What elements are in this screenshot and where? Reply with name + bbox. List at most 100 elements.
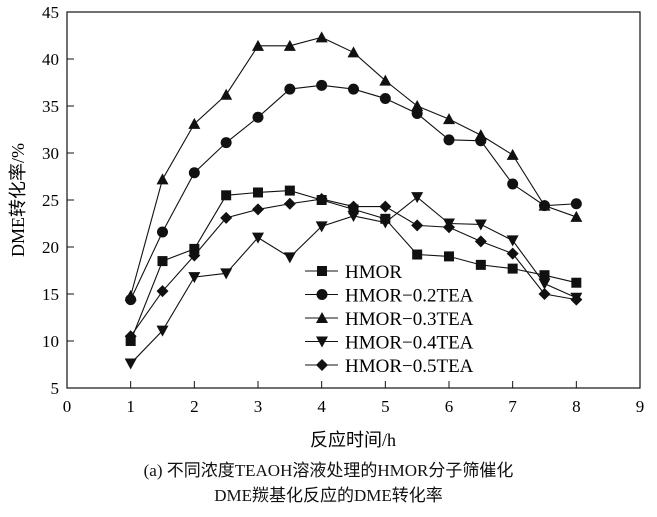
circle-marker: [157, 226, 168, 238]
x-axis-label: 反应时间/h: [310, 430, 396, 450]
y-tick-label: 35: [42, 97, 59, 116]
x-tick-label: 2: [190, 397, 199, 416]
triangle-down-marker: [283, 252, 296, 264]
triangle-down-marker: [315, 221, 328, 233]
triangle-down-marker: [411, 192, 424, 204]
triangle-down-marker: [124, 358, 137, 370]
triangle-up-marker: [506, 148, 519, 160]
y-tick-label: 5: [51, 379, 60, 398]
x-tick-label: 8: [572, 397, 581, 416]
legend-item: HMOR: [305, 262, 402, 283]
legend-item: HMOR−0.3TEA: [305, 309, 474, 330]
triangle-up-marker: [252, 39, 264, 51]
diamond-marker: [156, 285, 169, 298]
legend-label: HMOR−0.2TEA: [345, 286, 474, 307]
diamond-marker: [570, 293, 583, 306]
diamond-marker: [506, 247, 519, 260]
legend-item: HMOR−0.5TEA: [305, 356, 474, 377]
diamond-marker: [538, 288, 551, 300]
triangle-up-marker: [220, 88, 233, 100]
triangle-down-marker: [506, 235, 519, 247]
square-marker: [253, 187, 263, 198]
y-tick-label: 10: [42, 332, 59, 351]
triangle-up-marker: [570, 210, 583, 222]
triangle-up-marker: [188, 117, 201, 129]
diamond-marker: [347, 200, 360, 213]
caption-line-2: DME羰基化反应的DME转化率: [214, 486, 443, 505]
diamond-marker: [315, 193, 328, 206]
triangle-up-marker: [156, 173, 169, 185]
diamond-marker: [411, 219, 424, 232]
y-tick-label: 20: [42, 238, 59, 257]
triangle-up-marker: [316, 312, 328, 323]
y-tick-label: 30: [42, 144, 59, 163]
circle-marker: [379, 92, 391, 104]
square-marker: [284, 185, 295, 196]
triangle-up-marker: [538, 199, 551, 211]
circle-marker: [443, 134, 455, 146]
circle-marker: [507, 178, 519, 190]
y-tick-label: 15: [42, 285, 59, 304]
diamond-marker: [283, 197, 296, 210]
diamond-marker: [474, 235, 487, 248]
diamond-marker: [124, 330, 137, 343]
triangle-up-marker: [347, 46, 360, 58]
triangle-up-marker: [443, 113, 455, 125]
triangle-up-marker: [283, 39, 296, 51]
triangle-down-marker: [347, 210, 360, 222]
x-tick-label: 7: [508, 397, 517, 416]
legend-label: HMOR−0.4TEA: [345, 333, 474, 354]
square-marker: [444, 251, 454, 262]
square-marker: [317, 266, 327, 276]
series-diamond: [124, 193, 583, 343]
square-marker: [475, 259, 486, 270]
triangle-down-marker: [220, 268, 233, 280]
circle-marker: [252, 111, 264, 123]
square-marker: [221, 190, 232, 201]
legend-label: HMOR−0.3TEA: [345, 309, 474, 330]
diamond-marker: [316, 359, 328, 371]
x-tick-label: 3: [254, 397, 263, 416]
square-marker: [507, 263, 518, 274]
y-tick-label: 45: [42, 3, 59, 22]
triangle-up-marker: [411, 100, 424, 111]
legend-label: HMOR−0.5TEA: [345, 356, 474, 377]
square-marker: [412, 249, 423, 260]
diamond-marker: [379, 200, 392, 213]
circle-marker: [316, 79, 328, 91]
series-triangle-down: [124, 192, 583, 370]
triangle-down-marker: [379, 217, 392, 229]
triangle-up-marker: [315, 31, 328, 43]
triangle-down-marker: [188, 272, 201, 284]
square-marker: [189, 243, 200, 254]
triangle-up-marker: [124, 289, 137, 301]
legend-label: HMOR: [345, 262, 402, 283]
square-marker: [157, 256, 168, 267]
circle-marker: [284, 83, 296, 95]
caption-line-1: (a) 不同浓度TEAOH溶液处理的HMOR分子筛催化: [143, 461, 514, 480]
triangle-up-marker: [474, 129, 487, 141]
legend-item: HMOR−0.2TEA: [305, 286, 474, 307]
x-tick-label: 1: [126, 397, 135, 416]
y-axis-label: DME转化率/%: [8, 143, 28, 257]
square-marker: [571, 277, 582, 288]
x-tick-label: 4: [317, 397, 326, 416]
circle-marker: [348, 83, 359, 95]
triangle-up-marker: [379, 74, 392, 86]
circle-marker: [220, 137, 232, 149]
triangle-down-marker: [252, 232, 264, 244]
diamond-marker: [252, 203, 264, 216]
circle-marker: [570, 198, 582, 210]
circle-marker: [188, 167, 200, 179]
triangle-down-marker: [316, 336, 328, 348]
series-triangle-up: [124, 31, 583, 301]
square-marker: [539, 270, 550, 281]
circle-marker: [316, 289, 328, 300]
triangle-down-marker: [156, 325, 169, 337]
diamond-marker: [188, 249, 201, 262]
x-tick-label: 6: [445, 397, 454, 416]
triangle-down-marker: [474, 219, 487, 231]
x-tick-label: 9: [636, 397, 645, 416]
y-tick-label: 40: [42, 50, 59, 69]
